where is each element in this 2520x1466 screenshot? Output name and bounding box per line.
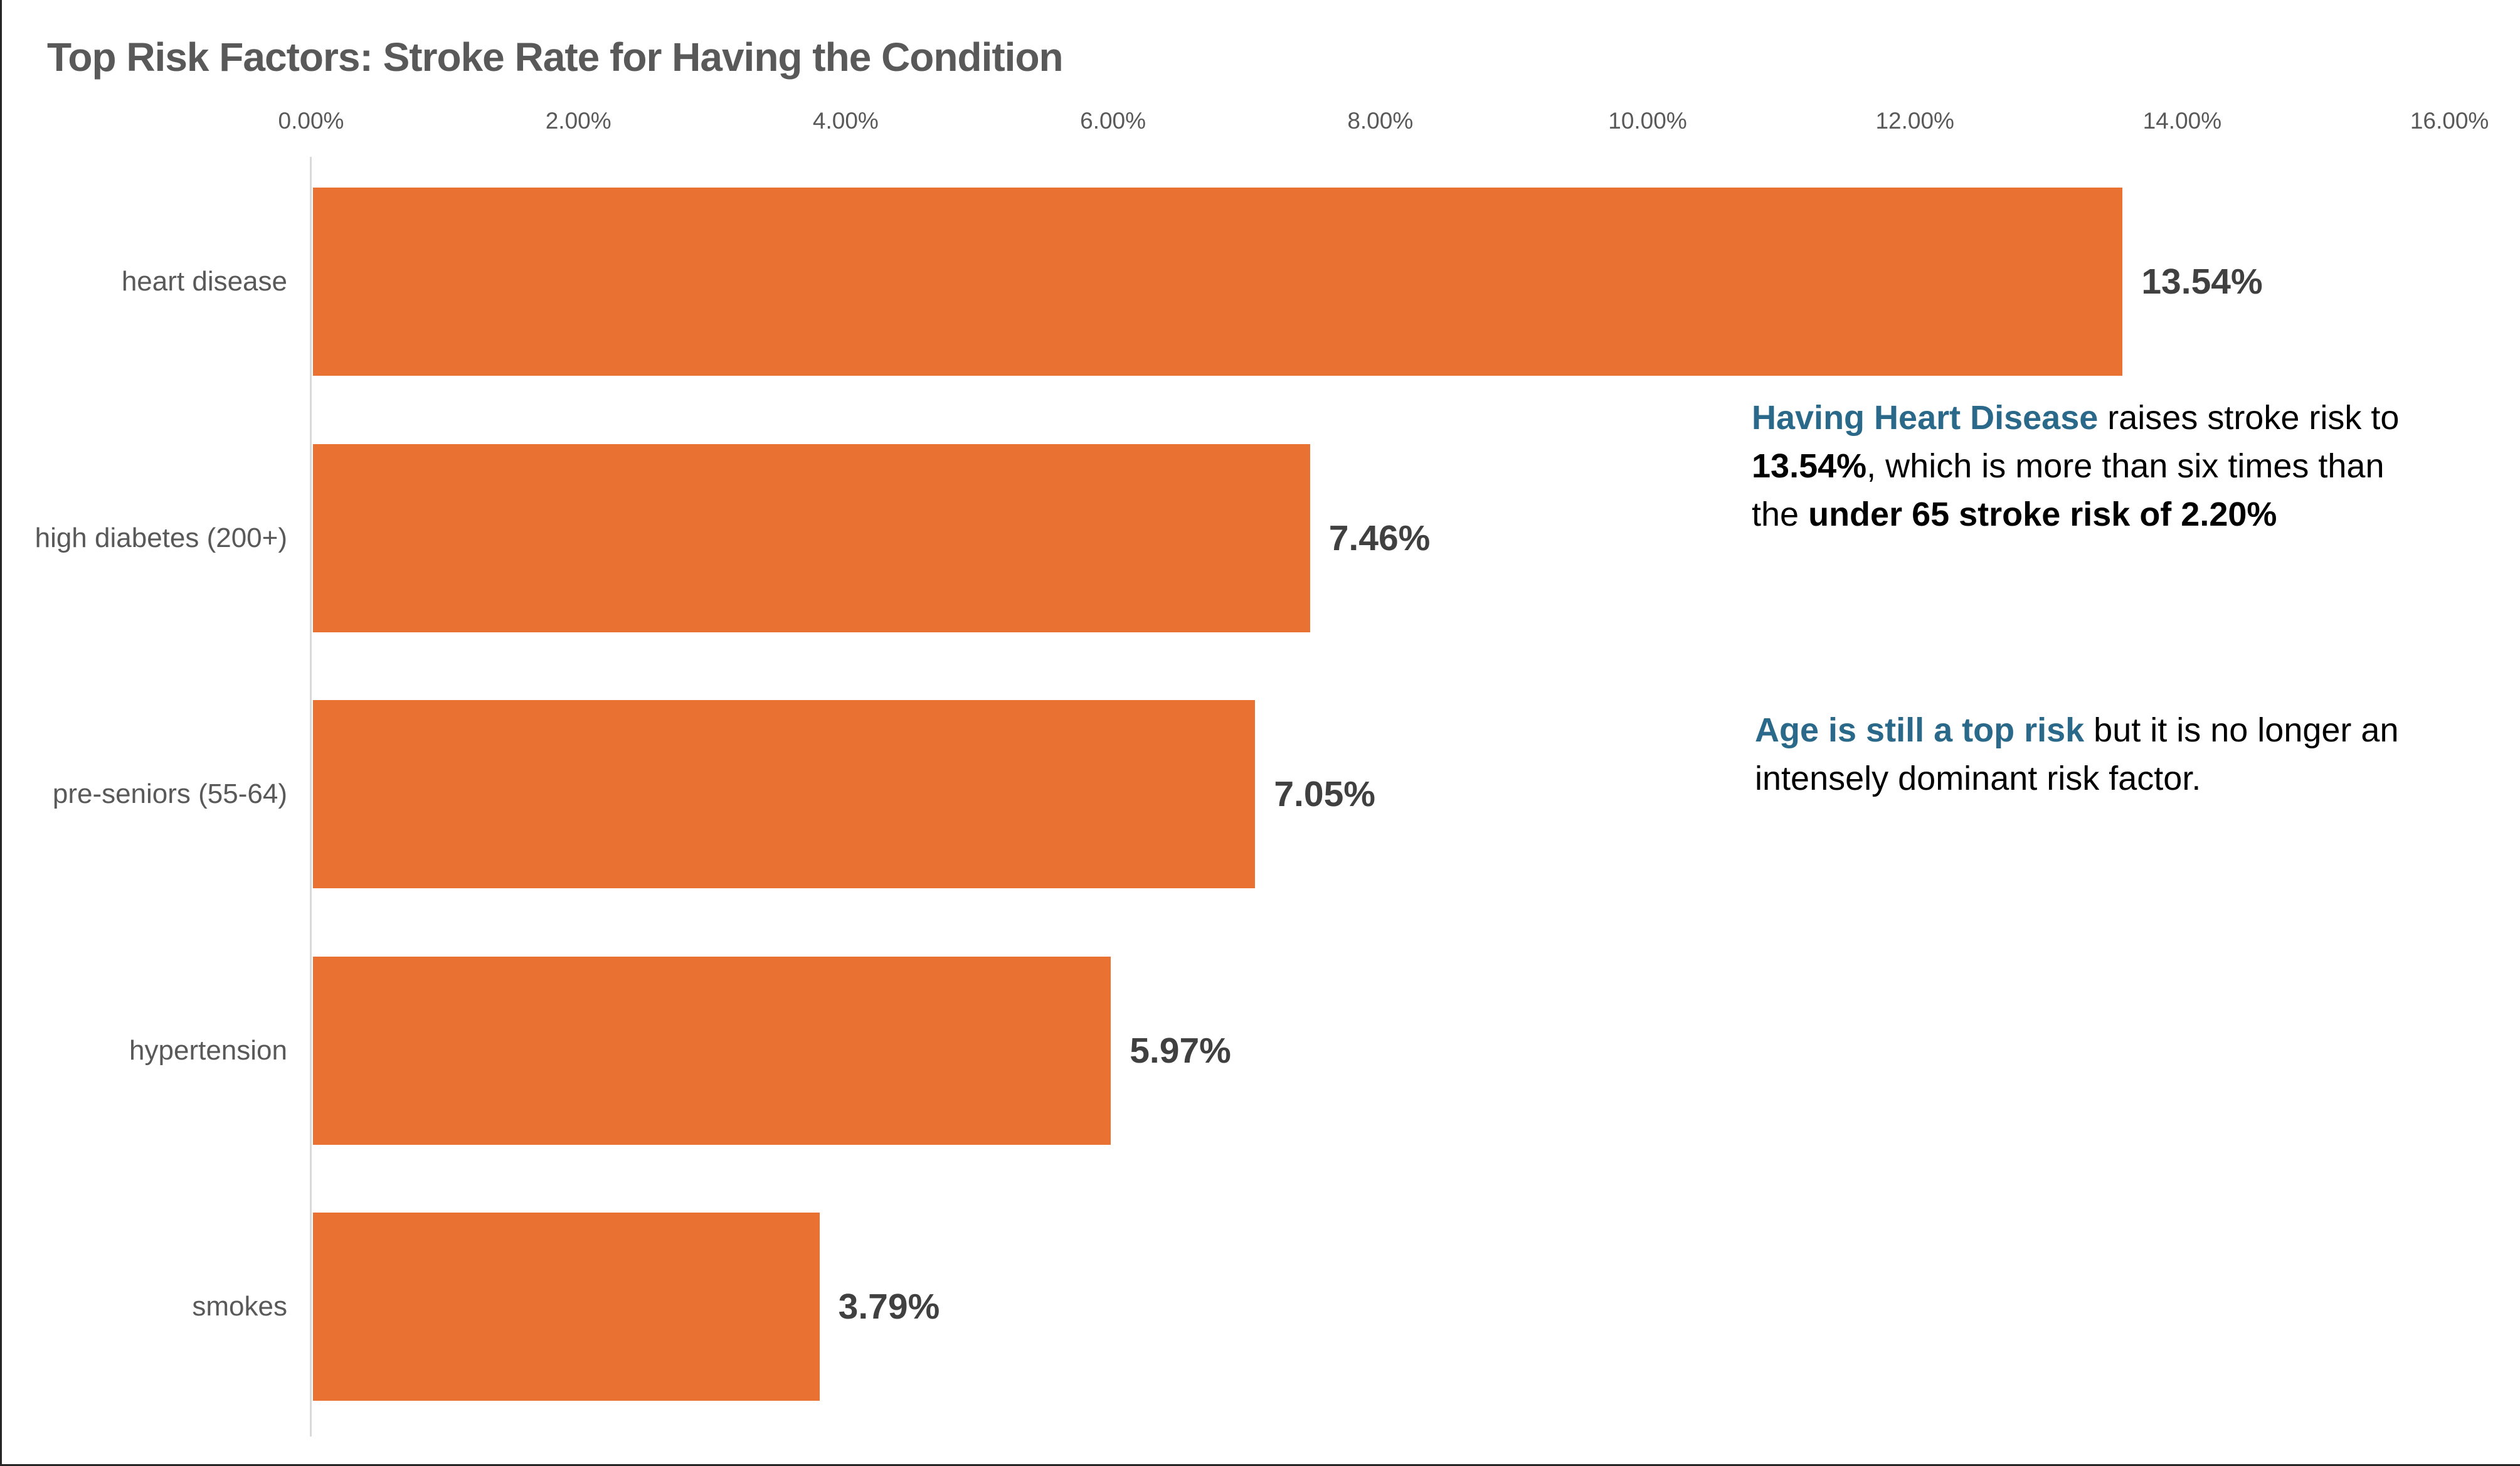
annotation-line: intensely dominant risk factor. [1755,755,2398,803]
x-axis-tick-label: 6.00% [1080,108,1146,134]
category-label: heart disease [121,266,287,297]
chart-title: Top Risk Factors: Stroke Rate for Having… [47,35,1064,80]
annotation-text-segment: intensely dominant risk factor. [1755,760,2201,797]
annotation-text-segment: , which is more than six times than [1866,447,2385,485]
value-label: 7.46% [1328,518,1431,558]
category-label: high diabetes (200+) [34,522,287,553]
annotation-line: the under 65 stroke risk of 2.20% [1752,491,2399,539]
y-axis-line [310,157,312,1437]
x-axis-tick-label: 16.00% [2410,108,2489,134]
bar [313,1213,820,1401]
bar [313,700,1256,888]
category-label: hypertension [129,1034,287,1066]
x-axis-tick-label: 12.00% [1875,108,1954,134]
annotation-1: Having Heart Disease raises stroke risk … [1752,394,2399,539]
x-axis-tick-label: 4.00% [812,108,879,134]
bar [313,188,2123,376]
x-axis-tick-label: 14.00% [2142,108,2222,134]
annotation-2: Age is still a top risk but it is no lon… [1755,706,2398,803]
value-label: 3.79% [838,1287,940,1327]
annotation-text-segment: Age is still a top risk [1755,711,2085,749]
annotation-text-segment: 13.54% [1752,447,1867,485]
x-axis-tick-label: 2.00% [545,108,611,134]
annotation-line: Age is still a top risk but it is no lon… [1755,706,2398,755]
bar [313,956,1111,1145]
bar [313,444,1310,632]
value-label: 13.54% [2141,262,2263,302]
x-axis-tick-label: 0.00% [278,108,344,134]
value-label: 7.05% [1274,774,1375,814]
x-axis-tick-label: 8.00% [1347,108,1414,134]
value-label: 5.97% [1130,1030,1231,1071]
annotation-line: Having Heart Disease raises stroke risk … [1752,394,2399,442]
x-axis-tick-label: 10.00% [1608,108,1687,134]
annotation-text-segment: raises stroke risk to [2098,399,2400,437]
annotation-text-segment: but it is no longer an [2084,711,2399,749]
category-label: pre-seniors (55-64) [52,778,287,809]
annotation-text-segment: Having Heart Disease [1752,399,2099,437]
annotation-text-segment: the [1752,496,1809,533]
annotation-text-segment: under 65 stroke risk of 2.20% [1808,496,2277,533]
annotation-line: 13.54%, which is more than six times tha… [1752,442,2399,491]
category-label: smokes [192,1291,287,1322]
